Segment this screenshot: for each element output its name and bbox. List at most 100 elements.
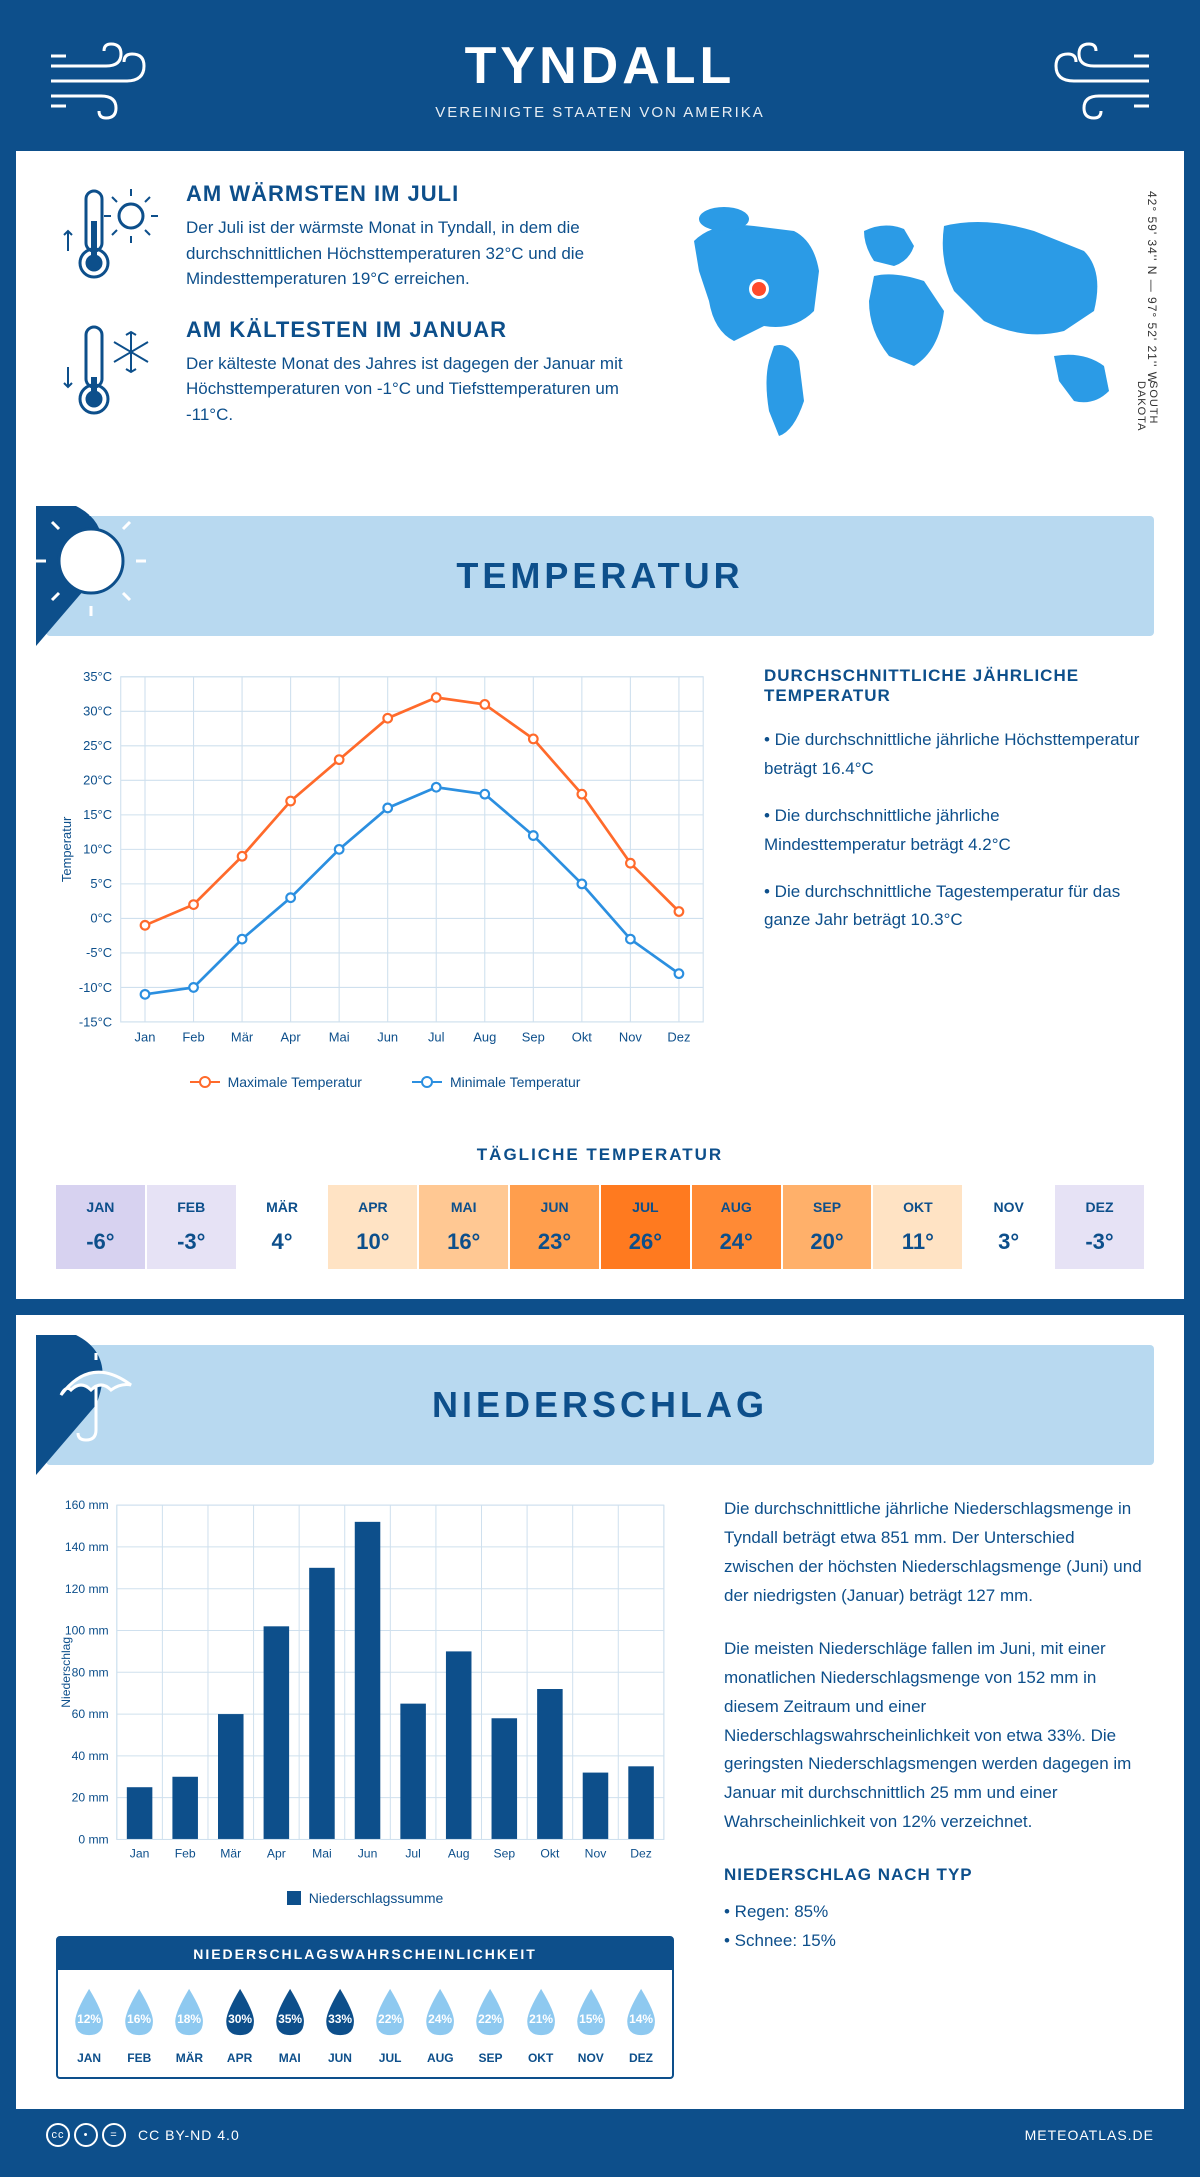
svg-text:Mai: Mai <box>312 1847 332 1861</box>
svg-text:Okt: Okt <box>540 1847 560 1861</box>
svg-text:Nov: Nov <box>619 1029 643 1044</box>
sun-icon <box>36 506 156 646</box>
svg-text:22%: 22% <box>478 2012 502 2026</box>
page-header: TYNDALL VEREINIGTE STAATEN VON AMERIKA <box>16 16 1184 151</box>
temperature-line-chart: -15°C-10°C-5°C0°C5°C10°C15°C20°C25°C30°C… <box>56 666 714 1054</box>
daily-cell: JAN-6° <box>56 1185 145 1269</box>
svg-text:21%: 21% <box>529 2012 553 2026</box>
site-label: METEOATLAS.DE <box>1025 2127 1154 2143</box>
precip-type-rain: • Regen: 85% <box>724 1898 1144 1927</box>
svg-text:Okt: Okt <box>572 1029 593 1044</box>
daily-cell: MAI16° <box>419 1185 508 1269</box>
svg-text:20 mm: 20 mm <box>72 1791 109 1805</box>
svg-text:80 mm: 80 mm <box>72 1666 109 1680</box>
svg-text:Jan: Jan <box>135 1029 156 1044</box>
location-subtitle: VEREINIGTE STAATEN VON AMERIKA <box>16 104 1184 121</box>
svg-text:35°C: 35°C <box>83 669 112 684</box>
svg-text:Jul: Jul <box>428 1029 445 1044</box>
temp-bullet-2: • Die durchschnittliche Tagestemperatur … <box>764 878 1144 936</box>
daily-cell: DEZ-3° <box>1055 1185 1144 1269</box>
warmest-heading: AM WÄRMSTEN IM JULI <box>186 181 634 207</box>
svg-text:Jun: Jun <box>377 1029 398 1044</box>
coldest-text: Der kälteste Monat des Jahres ist dagege… <box>186 351 634 428</box>
svg-text:Aug: Aug <box>473 1029 496 1044</box>
svg-text:60 mm: 60 mm <box>72 1707 109 1721</box>
probability-drop: 35%MAI <box>267 1982 313 2065</box>
thermometer-hot-icon <box>56 181 166 291</box>
svg-text:30°C: 30°C <box>83 704 112 719</box>
precip-type-heading: NIEDERSCHLAG NACH TYP <box>724 1861 1144 1890</box>
daily-cell: NOV3° <box>964 1185 1053 1269</box>
probability-drop: 21%OKT <box>518 1982 564 2065</box>
daily-temp-title: TÄGLICHE TEMPERATUR <box>16 1145 1184 1165</box>
precip-legend: Niederschlagssumme <box>56 1890 674 1906</box>
svg-text:Jun: Jun <box>358 1847 378 1861</box>
temp-bullet-1: • Die durchschnittliche jährliche Mindes… <box>764 802 1144 860</box>
svg-text:Aug: Aug <box>448 1847 470 1861</box>
probability-drop: 16%FEB <box>116 1982 162 2065</box>
svg-text:-10°C: -10°C <box>79 980 112 995</box>
probability-drop: 24%AUG <box>417 1982 463 2065</box>
umbrella-icon <box>36 1335 156 1475</box>
probability-drop: 15%NOV <box>568 1982 614 2065</box>
daily-cell: JUN23° <box>510 1185 599 1269</box>
svg-text:Mär: Mär <box>231 1029 254 1044</box>
precipitation-banner: NIEDERSCHLAG <box>46 1345 1154 1465</box>
svg-text:Jul: Jul <box>405 1847 421 1861</box>
svg-text:Mai: Mai <box>329 1029 350 1044</box>
thermometer-cold-icon <box>56 317 166 427</box>
probability-drop: 14%DEZ <box>618 1982 664 2065</box>
coldest-block: AM KÄLTESTEN IM JANUAR Der kälteste Mona… <box>56 317 634 428</box>
temperature-banner: TEMPERATUR <box>46 516 1154 636</box>
daily-cell: SEP20° <box>783 1185 872 1269</box>
license-label: CC BY-ND 4.0 <box>138 2127 240 2143</box>
svg-text:25°C: 25°C <box>83 738 112 753</box>
svg-text:140 mm: 140 mm <box>65 1540 109 1554</box>
svg-text:Dez: Dez <box>667 1029 690 1044</box>
svg-text:-5°C: -5°C <box>86 945 112 960</box>
svg-text:33%: 33% <box>328 2012 352 2026</box>
precipitation-bar-chart: 0 mm20 mm40 mm60 mm80 mm100 mm120 mm140 … <box>56 1495 674 1870</box>
warmest-text: Der Juli ist der wärmste Monat in Tyndal… <box>186 215 634 292</box>
probability-drop: 12%JAN <box>66 1982 112 2065</box>
daily-temp-grid: JAN-6°FEB-3°MÄR4°APR10°MAI16°JUN23°JUL26… <box>56 1185 1144 1269</box>
svg-text:120 mm: 120 mm <box>65 1582 109 1596</box>
svg-text:16%: 16% <box>127 2012 151 2026</box>
svg-text:18%: 18% <box>177 2012 201 2026</box>
precipitation-heading: NIEDERSCHLAG <box>432 1384 768 1426</box>
svg-text:Jan: Jan <box>130 1847 150 1861</box>
svg-text:30%: 30% <box>228 2012 252 2026</box>
daily-cell: OKT11° <box>873 1185 962 1269</box>
probability-drop: 30%APR <box>217 1982 263 2065</box>
page-footer: cc•= CC BY-ND 4.0 METEOATLAS.DE <box>16 2109 1184 2161</box>
svg-text:Feb: Feb <box>175 1847 196 1861</box>
precipitation-probability-box: NIEDERSCHLAGSWAHRSCHEINLICHKEIT 12%JAN16… <box>56 1936 674 2079</box>
state-label: SOUTH DAKOTA <box>1135 381 1159 466</box>
daily-cell: MÄR4° <box>238 1185 327 1269</box>
svg-text:15°C: 15°C <box>83 807 112 822</box>
svg-text:100 mm: 100 mm <box>65 1624 109 1638</box>
temp-bullet-0: • Die durchschnittliche jährliche Höchst… <box>764 726 1144 784</box>
precip-para-2: Die meisten Niederschläge fallen im Juni… <box>724 1635 1144 1837</box>
svg-text:24%: 24% <box>428 2012 452 2026</box>
svg-text:Niederschlag: Niederschlag <box>59 1637 73 1708</box>
svg-text:15%: 15% <box>579 2012 603 2026</box>
svg-text:Feb: Feb <box>182 1029 204 1044</box>
precip-type-snow: • Schnee: 15% <box>724 1927 1144 1956</box>
svg-text:Dez: Dez <box>630 1847 652 1861</box>
svg-text:Apr: Apr <box>267 1847 286 1861</box>
precip-legend-label: Niederschlagssumme <box>309 1890 444 1906</box>
precip-para-1: Die durchschnittliche jährliche Niedersc… <box>724 1495 1144 1611</box>
prob-title: NIEDERSCHLAGSWAHRSCHEINLICHKEIT <box>58 1938 672 1970</box>
svg-text:20°C: 20°C <box>83 773 112 788</box>
location-title: TYNDALL <box>16 36 1184 96</box>
probability-drop: 33%JUN <box>317 1982 363 2065</box>
svg-text:14%: 14% <box>629 2012 653 2026</box>
daily-cell: FEB-3° <box>147 1185 236 1269</box>
probability-drop: 18%MÄR <box>166 1982 212 2065</box>
svg-text:40 mm: 40 mm <box>72 1749 109 1763</box>
svg-text:0°C: 0°C <box>90 911 112 926</box>
temperature-heading: TEMPERATUR <box>456 555 743 597</box>
coldest-heading: AM KÄLTESTEN IM JANUAR <box>186 317 634 343</box>
coordinates: 42° 59' 34'' N — 97° 52' 21'' W <box>1145 191 1159 384</box>
